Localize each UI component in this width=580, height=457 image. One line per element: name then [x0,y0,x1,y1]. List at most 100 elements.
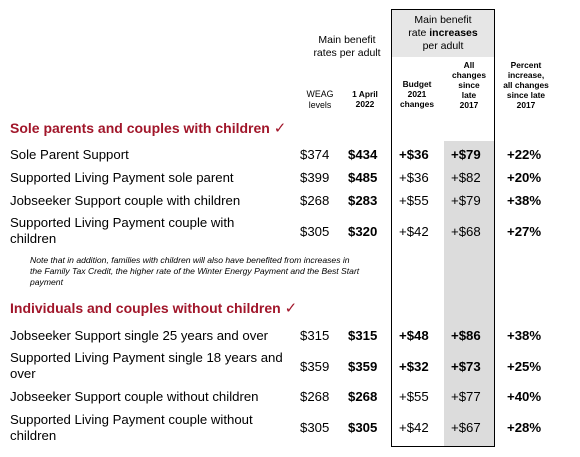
all-changes-header-line4: late [461,90,477,101]
all-changes-header-line1: All [463,60,475,70]
row-label-line: Supported Living Payment sole parent [10,170,234,185]
weag-header-line2: levels [308,99,332,110]
budget-value: +$42 [399,224,429,239]
main-rates-header: Main benefit rates per adult [306,34,388,60]
increases-header-line3: per adult [422,40,464,53]
april-value: $359 [348,359,378,374]
increases-header-line1: Main benefit [414,14,472,26]
row-label-jobseeker-couple-no-children: Jobseeker Support couple without childre… [10,389,259,405]
row-label-line: Jobseeker Support couple with children [10,193,241,208]
row-label-line: Jobseeker Support couple without childre… [10,389,259,404]
row-label-jobseeker-single-25: Jobseeker Support single 25 years and ov… [10,328,268,344]
all-changes-column-shade [444,141,494,446]
april-column-header: 1 April 2022 [343,89,387,109]
april-header-line1: 1 April [352,89,378,99]
weag-value: $305 [300,420,330,435]
row-label-slp-single-18: Supported Living Payment single 18 years… [10,350,283,382]
checkmark-icon: ✓ [284,300,298,317]
weag-value: $305 [300,224,330,239]
weag-value: $399 [300,170,330,185]
weag-value: $374 [300,147,330,162]
april-value: $283 [348,193,378,208]
weag-value: $268 [300,193,330,208]
all-changes-column-header: All changes since late 2017 [444,60,494,110]
weag-column-header: WEAG levels [300,89,340,110]
since2017-value: +$82 [451,170,481,185]
increases-header-bold: increases [429,27,478,40]
increases-header-shade [392,10,494,57]
percent-header-line2: increase, [507,70,545,81]
increases-box-outline [391,9,495,447]
row-label-line: over [10,366,36,382]
april-value: $485 [348,170,378,185]
section-title-with-children: Sole parents and couples with children ✓ [10,119,286,137]
april-value: $315 [348,328,378,343]
since2017-value: +$77 [451,389,481,404]
budget-header-line3: changes [400,99,434,110]
row-label-line: Supported Living Payment single 18 years… [10,350,283,365]
percent-value: +25% [507,359,542,374]
row-label-jobseeker-couple-children: Jobseeker Support couple with children [10,193,240,209]
weag-header-line1: WEAG [306,89,334,99]
all-changes-header-line3: since [458,80,480,91]
since2017-value: +$73 [451,359,481,374]
main-rates-header-line2: rates per adult [313,47,381,60]
budget-header-line2: 2021 [407,89,427,100]
budget-header-line1: Budget [402,79,432,89]
budget-value: +$32 [399,359,429,374]
budget-value: +$42 [399,420,429,435]
all-changes-header-line5: 2017 [459,100,479,111]
percent-value: +27% [507,224,542,239]
all-changes-header-line2: changes [452,70,486,81]
section-title-text: Sole parents and couples with children [10,120,270,136]
row-label-line: Sole Parent Support [10,147,129,162]
budget-value: +$36 [399,170,429,185]
budget-value: +$36 [399,147,429,162]
weag-value: $315 [300,328,330,343]
april-value: $320 [348,224,378,239]
row-label-line: children [10,428,57,444]
checkmark-icon: ✓ [273,120,287,137]
weag-value: $359 [300,359,330,374]
since2017-value: +$79 [451,147,481,162]
row-label-slp-couple-children: Supported Living Payment couple with chi… [10,215,234,247]
since2017-value: +$79 [451,193,481,208]
since2017-value: +$68 [451,224,481,239]
budget-value: +$55 [399,193,429,208]
main-rates-header-line1: Main benefit [318,34,376,46]
april-value: $268 [348,389,378,404]
section-title-text: Individuals and couples without children [10,300,281,316]
budget-column-header: Budget 2021 changes [394,79,440,109]
increases-header: Main benefit rate increases per adult [392,14,494,53]
budget-value: +$55 [399,389,429,404]
april-value: $434 [348,147,378,162]
since2017-value: +$67 [451,420,481,435]
increases-header-rate: rate [408,27,430,40]
row-label-line: Supported Living Payment couple without [10,412,253,427]
section-title-without-children: Individuals and couples without children… [10,299,297,317]
weag-value: $268 [300,389,330,404]
budget-value: +$48 [399,328,429,343]
row-label-line: Jobseeker Support single 25 years and ov… [10,328,269,343]
row-label-slp-sole-parent: Supported Living Payment sole parent [10,170,234,186]
percent-column-header: Percent increase, all changes since late… [496,60,556,110]
percent-header-line1: Percent [510,60,542,70]
percent-value: +38% [507,193,542,208]
percent-value: +22% [507,147,542,162]
row-label-slp-couple-no-children: Supported Living Payment couple without … [10,412,253,444]
row-label-sole-parent-support: Sole Parent Support [10,147,129,163]
april-value: $305 [348,420,378,435]
april-header-line2: 2022 [355,99,375,110]
percent-header-line5: 2017 [516,100,536,111]
since2017-value: +$86 [451,328,481,343]
percent-value: +38% [507,328,542,343]
row-label-line: Supported Living Payment couple with [10,215,235,230]
percent-value: +20% [507,170,542,185]
families-note: Note that in addition, families with chi… [30,255,360,287]
percent-value: +28% [507,420,542,435]
percent-value: +40% [507,389,542,404]
row-label-line: children [10,231,57,247]
increases-header-line2: rate increases [392,27,494,40]
percent-header-line4: since late [506,90,546,101]
